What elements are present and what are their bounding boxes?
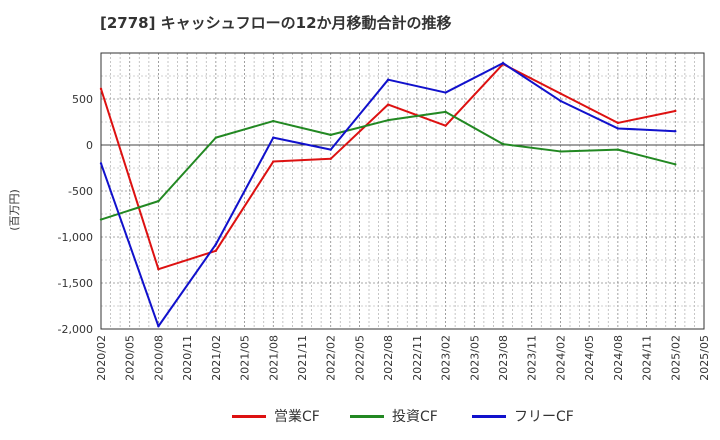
- data-point-1: [616, 148, 620, 151]
- legend-swatch-operating-cf: [232, 414, 266, 418]
- data-point-2: [157, 325, 160, 328]
- data-point-1: [214, 136, 218, 139]
- x-tick-label: 2021/02: [210, 335, 223, 381]
- x-tick-label: 2021/08: [267, 335, 280, 381]
- x-tick-label: 2022/11: [411, 335, 424, 381]
- data-point-2: [386, 78, 390, 81]
- data-point-1: [157, 199, 160, 203]
- data-point-1: [444, 110, 447, 114]
- data-point-1: [272, 119, 275, 123]
- data-point-1: [674, 163, 677, 166]
- x-tick-label: 2024/05: [583, 335, 596, 381]
- legend: 営業CF 投資CF フリーCF: [0, 404, 720, 428]
- y-tick-label: -1,500: [58, 277, 93, 290]
- legend-label-operating-cf: 営業CF: [274, 409, 320, 425]
- data-point-0: [386, 103, 390, 106]
- legend-label-free-cf: フリーCF: [514, 409, 574, 425]
- data-point-0: [329, 157, 332, 160]
- x-tick-label: 2025/05: [698, 335, 711, 381]
- x-tick-label: 2023/08: [497, 335, 510, 381]
- x-tick-label: 2022/05: [353, 335, 366, 381]
- data-point-0: [616, 121, 620, 125]
- x-tick-label: 2022/02: [325, 335, 338, 381]
- data-point-2: [616, 127, 620, 130]
- legend-item-investing-cf: 投資CF: [350, 404, 438, 428]
- x-tick-label: 2023/05: [468, 335, 481, 381]
- x-tick-label: 2023/02: [440, 335, 453, 381]
- data-point-2: [329, 148, 332, 151]
- data-point-1: [99, 218, 103, 221]
- data-point-2: [559, 99, 562, 103]
- plot-border: [100, 52, 705, 330]
- x-tick-label: 2022/08: [382, 335, 395, 381]
- data-point-1: [559, 150, 562, 153]
- legend-item-operating-cf: 営業CF: [232, 404, 320, 428]
- legend-label-investing-cf: 投資CF: [392, 409, 438, 425]
- y-tick-label: -500: [68, 185, 93, 198]
- data-point-2: [444, 91, 447, 94]
- data-point-2: [674, 130, 677, 133]
- y-tick-label: -1,000: [58, 231, 93, 244]
- data-point-0: [214, 249, 218, 252]
- legend-swatch-investing-cf: [350, 414, 384, 418]
- data-point-2: [214, 243, 218, 246]
- x-tick-label: 2024/11: [641, 335, 654, 381]
- x-tick-label: 2020/02: [95, 335, 108, 381]
- data-point-0: [272, 160, 275, 163]
- x-tick-label: 2025/02: [669, 335, 682, 381]
- x-tick-label: 2021/05: [239, 335, 252, 381]
- x-tick-label: 2021/11: [296, 335, 309, 381]
- data-point-2: [99, 162, 103, 165]
- data-point-2: [272, 136, 275, 139]
- data-point-1: [501, 142, 505, 146]
- data-point-0: [674, 109, 677, 113]
- x-tick-label: 2023/11: [526, 335, 539, 381]
- y-tick-label: 500: [72, 93, 93, 106]
- legend-item-free-cf: フリーCF: [472, 404, 574, 428]
- data-point-2: [501, 61, 505, 65]
- x-tick-label: 2020/08: [152, 335, 165, 381]
- data-point-1: [329, 133, 332, 137]
- chart-title: [2778] キャッシュフローの12か月移動合計の推移: [100, 14, 452, 32]
- x-tick-label: 2024/02: [554, 335, 567, 381]
- data-point-0: [559, 92, 562, 95]
- data-point-0: [157, 268, 160, 271]
- data-point-0: [99, 87, 103, 91]
- x-tick-label: 2024/08: [612, 335, 625, 381]
- x-tick-label: 2020/11: [181, 335, 194, 381]
- data-point-1: [386, 118, 390, 122]
- legend-swatch-free-cf: [472, 414, 506, 418]
- y-tick-label: -2,000: [58, 323, 93, 336]
- data-point-0: [444, 124, 447, 127]
- y-tick-label: 0: [86, 139, 93, 152]
- x-tick-label: 2020/05: [124, 335, 137, 381]
